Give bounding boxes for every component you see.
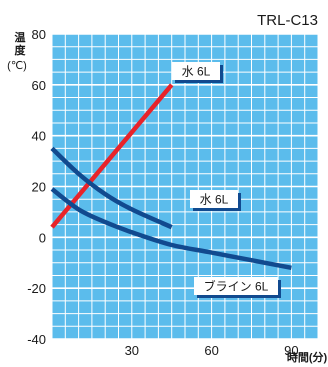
series-label-2: 水 6L (200, 193, 229, 207)
x-axis-label: 時間(分) (287, 350, 328, 364)
series-label-3: ブライン 6L (204, 279, 269, 294)
x-tick-label: 90 (284, 343, 298, 358)
annotation-box (190, 190, 238, 208)
annotation-group: 水 6L 水 6L ブライン 6L (172, 62, 281, 298)
annotation-box (194, 277, 278, 295)
x-tick-labels: 30 60 90 (125, 343, 299, 358)
annotation-box (172, 62, 220, 80)
y-tick-label: 80 (32, 27, 46, 42)
y-axis-label-char-1: 温 (15, 30, 26, 44)
y-axis-label-char-2: 度 (15, 43, 27, 57)
series-group (50, 83, 292, 271)
series-line-3 (50, 187, 292, 271)
y-tick-labels: 80 60 40 20 0 -20 -40 (27, 27, 46, 347)
y-tick-label: 0 (39, 230, 46, 245)
series-line-2 (50, 146, 173, 230)
chart-title: TRL-C13 (257, 12, 318, 29)
y-tick-label: 60 (32, 78, 46, 93)
y-axis-unit: (℃) (7, 60, 27, 72)
y-tick-label: -20 (27, 281, 46, 296)
y-tick-label: 20 (32, 180, 46, 195)
y-tick-label: -40 (27, 332, 46, 347)
y-tick-label: 40 (32, 129, 46, 144)
series-label-1: 水 6L (182, 65, 211, 79)
x-tick-label: 60 (204, 343, 218, 358)
x-tick-label: 30 (125, 343, 139, 358)
